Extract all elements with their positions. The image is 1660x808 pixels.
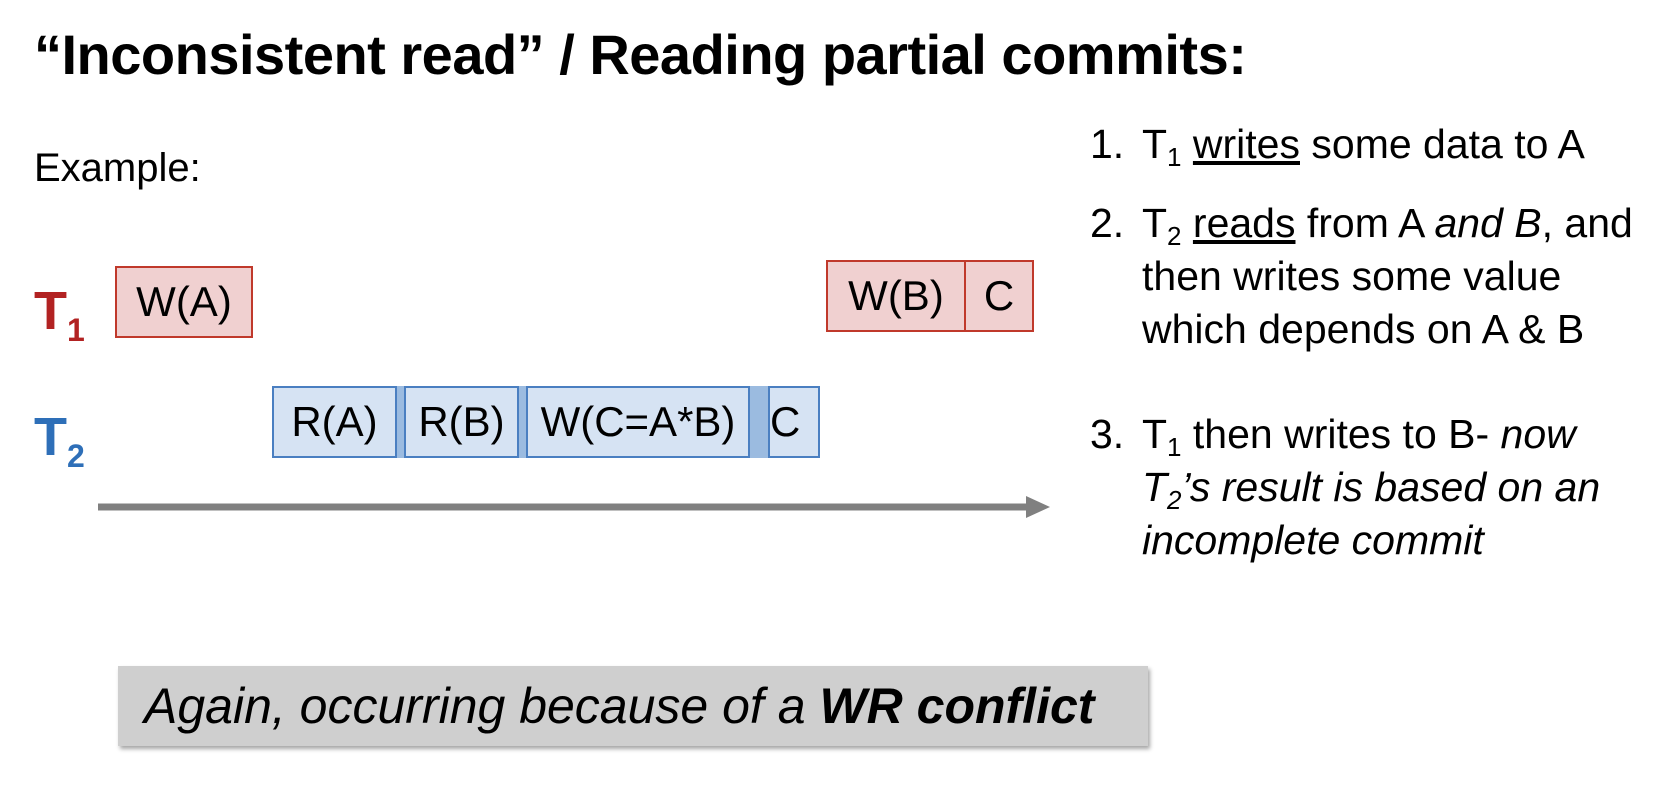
- t2-op-commit: C: [768, 386, 820, 458]
- example-label: Example:: [34, 146, 201, 190]
- t2-label: T2: [34, 407, 85, 474]
- step-2: 2. T2 reads from A and B, and then writes…: [1090, 200, 1633, 352]
- slide-title: “Inconsistent read” / Reading partial co…: [34, 23, 1247, 86]
- t1-op-write-a: W(A): [115, 266, 253, 338]
- step-3: 3. T1 then writes to B- now T2’s result i…: [1090, 411, 1601, 563]
- step-1: 1. T1 writes some data to A: [1090, 121, 1585, 172]
- t1-label: T1: [34, 281, 85, 348]
- t1-op-commit: C: [964, 260, 1034, 332]
- t2-op-read-b: R(B): [404, 386, 519, 458]
- t2-op-write-c: W(C=A*B): [526, 386, 750, 458]
- steps-list: 1. T1 writes some data to A 2. T2 reads fr…: [1090, 118, 1650, 567]
- t1-op-write-b: W(B): [826, 260, 966, 332]
- wr-conflict-callout: Again, occurring because of a WR conflic…: [118, 666, 1148, 746]
